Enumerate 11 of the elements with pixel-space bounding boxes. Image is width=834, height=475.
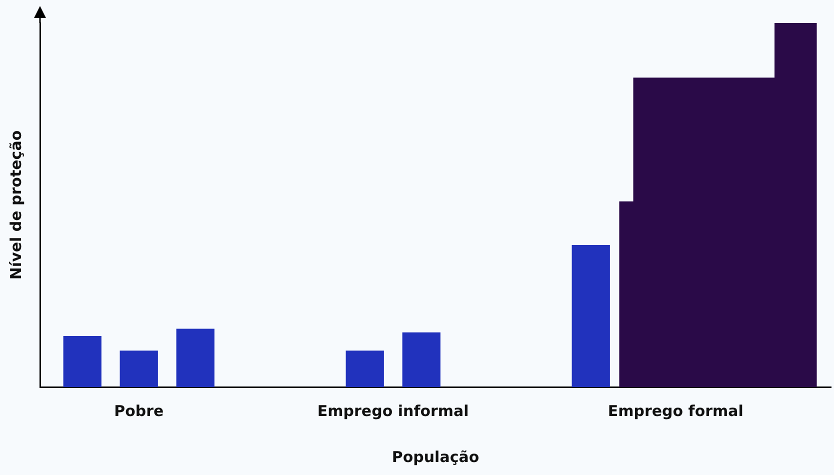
bar [572,245,610,387]
x-tick-label: Emprego informal [317,402,469,420]
bar [176,328,214,387]
bar [63,336,102,387]
bar [402,332,440,387]
x-axis-title: População [392,448,480,466]
bar [346,350,384,387]
x-tick-label: Emprego formal [608,402,744,420]
x-tick-label: Pobre [114,402,164,420]
bar [120,350,158,387]
y-axis-title: Nível de proteção [6,130,25,280]
